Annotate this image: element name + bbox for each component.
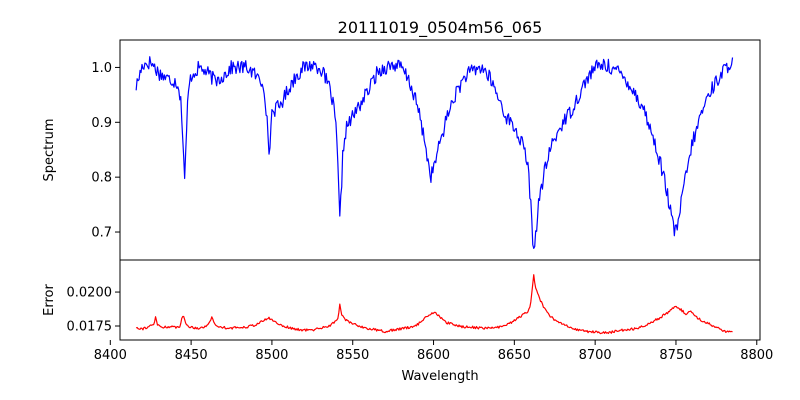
spectrum-y-ticks: 0.7 0.8 0.9 1.0 [91,61,120,241]
spectrum-panel: 0.7 0.8 0.9 1.0 Spectrum [42,39,761,261]
x-tick-label: 8500 [255,348,288,363]
x-tick-label: 8700 [579,348,612,363]
error-series-line [135,274,733,335]
error-axes-frame [119,259,761,341]
x-tick-label: 8750 [659,348,692,363]
error-panel: 0.0175 0.0200 Error [42,259,761,341]
x-tick-label: 8650 [498,348,531,363]
x-axis-label: Wavelength [401,369,478,384]
error-y-ticks: 0.0175 0.0200 [67,286,120,335]
error-y-tick-label: 0.0175 [67,320,113,335]
spectrum-y-tick-label: 0.8 [91,171,112,186]
spectrum-y-tick-label: 0.7 [91,226,112,241]
spectrum-series-line [135,56,734,249]
spectrum-y-tick-label: 0.9 [91,116,112,131]
spectrum-y-axis-label: Spectrum [42,119,57,182]
x-tick-label: 8550 [336,348,369,363]
x-tick-label: 8400 [94,348,127,363]
spectrum-y-tick-label: 1.0 [91,61,112,76]
x-tick-label: 8800 [740,348,773,363]
x-tick-label: 8450 [175,348,208,363]
error-y-tick-label: 0.0200 [67,286,113,301]
x-axis-ticks: 8400 8450 8500 8550 8600 8650 8700 8750 8800 [94,340,773,363]
spectrum-axes-frame [119,39,761,261]
chart-title: 20111019_0504m56_065 [338,18,543,38]
x-tick-label: 8600 [417,348,450,363]
error-y-axis-label: Error [42,284,57,316]
